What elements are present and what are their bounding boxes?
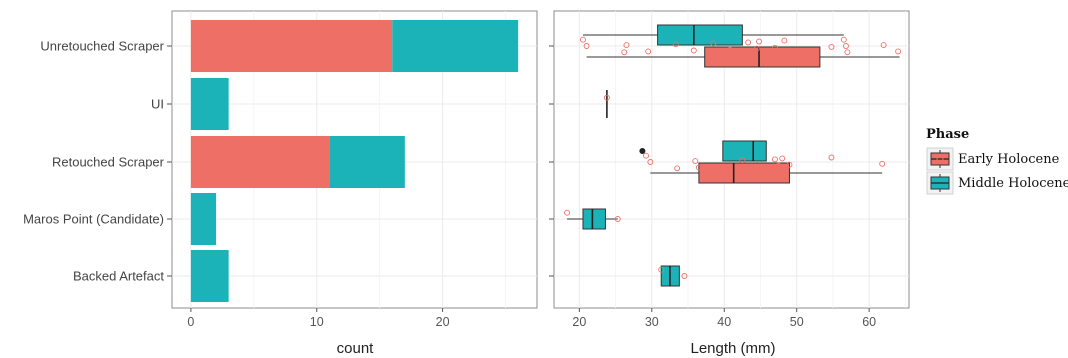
box-retouched-scraper-middle-holocene-box — [722, 140, 767, 162]
bar-x-axis-title: count — [337, 340, 375, 357]
point-unretouched-scraper — [623, 42, 630, 49]
length-boxplot: 20 30 40 50 60 Length (mm) — [549, 10, 910, 357]
box-x-ticks: 20 30 40 50 60 — [572, 308, 876, 329]
box-category-ticks — [549, 45, 554, 277]
point-unretouched-scraper — [843, 43, 849, 49]
bar-x-ticks: 0 10 20 — [187, 308, 450, 329]
point-unretouched-scraper — [828, 43, 835, 50]
box-x-tick-label: 60 — [862, 315, 876, 329]
point-backed-artefact — [658, 266, 665, 273]
box-unretouched-scraper-middle-holocene-box — [657, 24, 743, 46]
category-label-ui: UI — [151, 97, 164, 112]
point-unretouched-scraper — [844, 49, 851, 56]
box-x-tick-label: 40 — [717, 315, 731, 329]
bar-maros-point-candidate-middle-holocene — [190, 193, 217, 245]
legend-item-early: Early Holocene — [926, 147, 1060, 171]
legend-item-middle: Middle Holocene — [926, 171, 1068, 195]
point-unretouched-scraper — [756, 38, 762, 45]
bar-retouched-scraper-early-holocene — [190, 136, 330, 188]
bar-ui-middle-holocene — [190, 78, 229, 130]
point-retouched-scraper — [786, 161, 793, 168]
point-unretouched-scraper — [672, 41, 679, 48]
bar-retouched-scraper-middle-holocene — [329, 136, 405, 188]
legend-label-early: Early Holocene — [958, 152, 1060, 167]
point-retouched-scraper — [775, 162, 782, 169]
point-retouched-scraper — [828, 154, 835, 161]
point-unretouched-scraper — [880, 42, 887, 49]
bar-unretouched-scraper-early-holocene — [190, 20, 393, 72]
category-label-backed-artefact: Backed Artefact — [73, 269, 164, 284]
box-maros-point-candidate-middle-holocene-box — [582, 208, 606, 230]
bar-unretouched-scraper-middle-holocene — [392, 20, 519, 72]
point-retouched-scraper — [674, 165, 681, 172]
outlier-retouched-scraper — [639, 148, 646, 154]
bar-backed-artefact-middle-holocene — [190, 250, 229, 302]
box-jitter-points — [564, 36, 902, 279]
point-unretouched-scraper — [753, 45, 760, 52]
box-retouched-scraper-early-holocene-box — [698, 162, 790, 184]
point-unretouched-scraper — [690, 47, 697, 54]
point-unretouched-scraper — [727, 46, 734, 53]
point-retouched-scraper — [779, 155, 786, 162]
point-unretouched-scraper — [840, 36, 847, 43]
point-maros-point-candidate — [564, 209, 570, 216]
point-unretouched-scraper — [895, 48, 902, 55]
box-x-tick-label: 50 — [790, 315, 804, 329]
bar-category-labels: Unretouched Scraper UI Retouched Scraper Ma… — [23, 39, 172, 284]
bar-x-tick-label: 10 — [310, 315, 324, 329]
box-x-tick-label: 30 — [645, 315, 659, 329]
legend-label-middle: Middle Holocene — [958, 176, 1068, 191]
point-retouched-scraper — [692, 158, 699, 165]
point-unretouched-scraper — [745, 39, 752, 46]
point-maros-point-candidate — [614, 216, 621, 222]
category-label-maros-point-candidate: Maros Point (Candidate) — [23, 212, 164, 227]
point-unretouched-scraper — [621, 49, 628, 56]
point-retouched-scraper — [695, 164, 702, 171]
box-marks — [567, 24, 900, 287]
box-unretouched-scraper-early-holocene-box — [704, 46, 821, 68]
point-ui — [603, 94, 610, 101]
point-unretouched-scraper — [710, 40, 717, 47]
point-unretouched-scraper — [645, 48, 652, 55]
point-retouched-scraper — [643, 152, 649, 159]
category-label-retouched-scraper: Retouched Scraper — [52, 155, 165, 170]
box-x-axis-title: Length (mm) — [690, 340, 775, 357]
bar-x-tick-label: 0 — [187, 315, 194, 329]
count-bar-chart: Unretouched Scraper UI Retouched Scraper Ma… — [23, 10, 538, 357]
bar-marks — [190, 20, 519, 302]
phase-legend: Phase Early Holocene Middle Holocene — [926, 127, 1068, 195]
point-unretouched-scraper — [583, 43, 590, 49]
category-label-unretouched-scraper: Unretouched Scraper — [40, 39, 164, 54]
point-backed-artefact — [681, 273, 688, 279]
point-retouched-scraper — [879, 160, 886, 167]
point-retouched-scraper — [752, 163, 759, 170]
point-retouched-scraper — [739, 157, 746, 164]
point-retouched-scraper — [647, 159, 654, 165]
point-retouched-scraper — [772, 156, 778, 163]
legend-title: Phase — [926, 127, 969, 142]
point-unretouched-scraper — [580, 36, 586, 43]
point-unretouched-scraper — [772, 44, 778, 51]
bar-x-tick-label: 20 — [436, 315, 450, 329]
box-x-tick-label: 20 — [572, 315, 586, 329]
point-unretouched-scraper — [781, 37, 788, 44]
